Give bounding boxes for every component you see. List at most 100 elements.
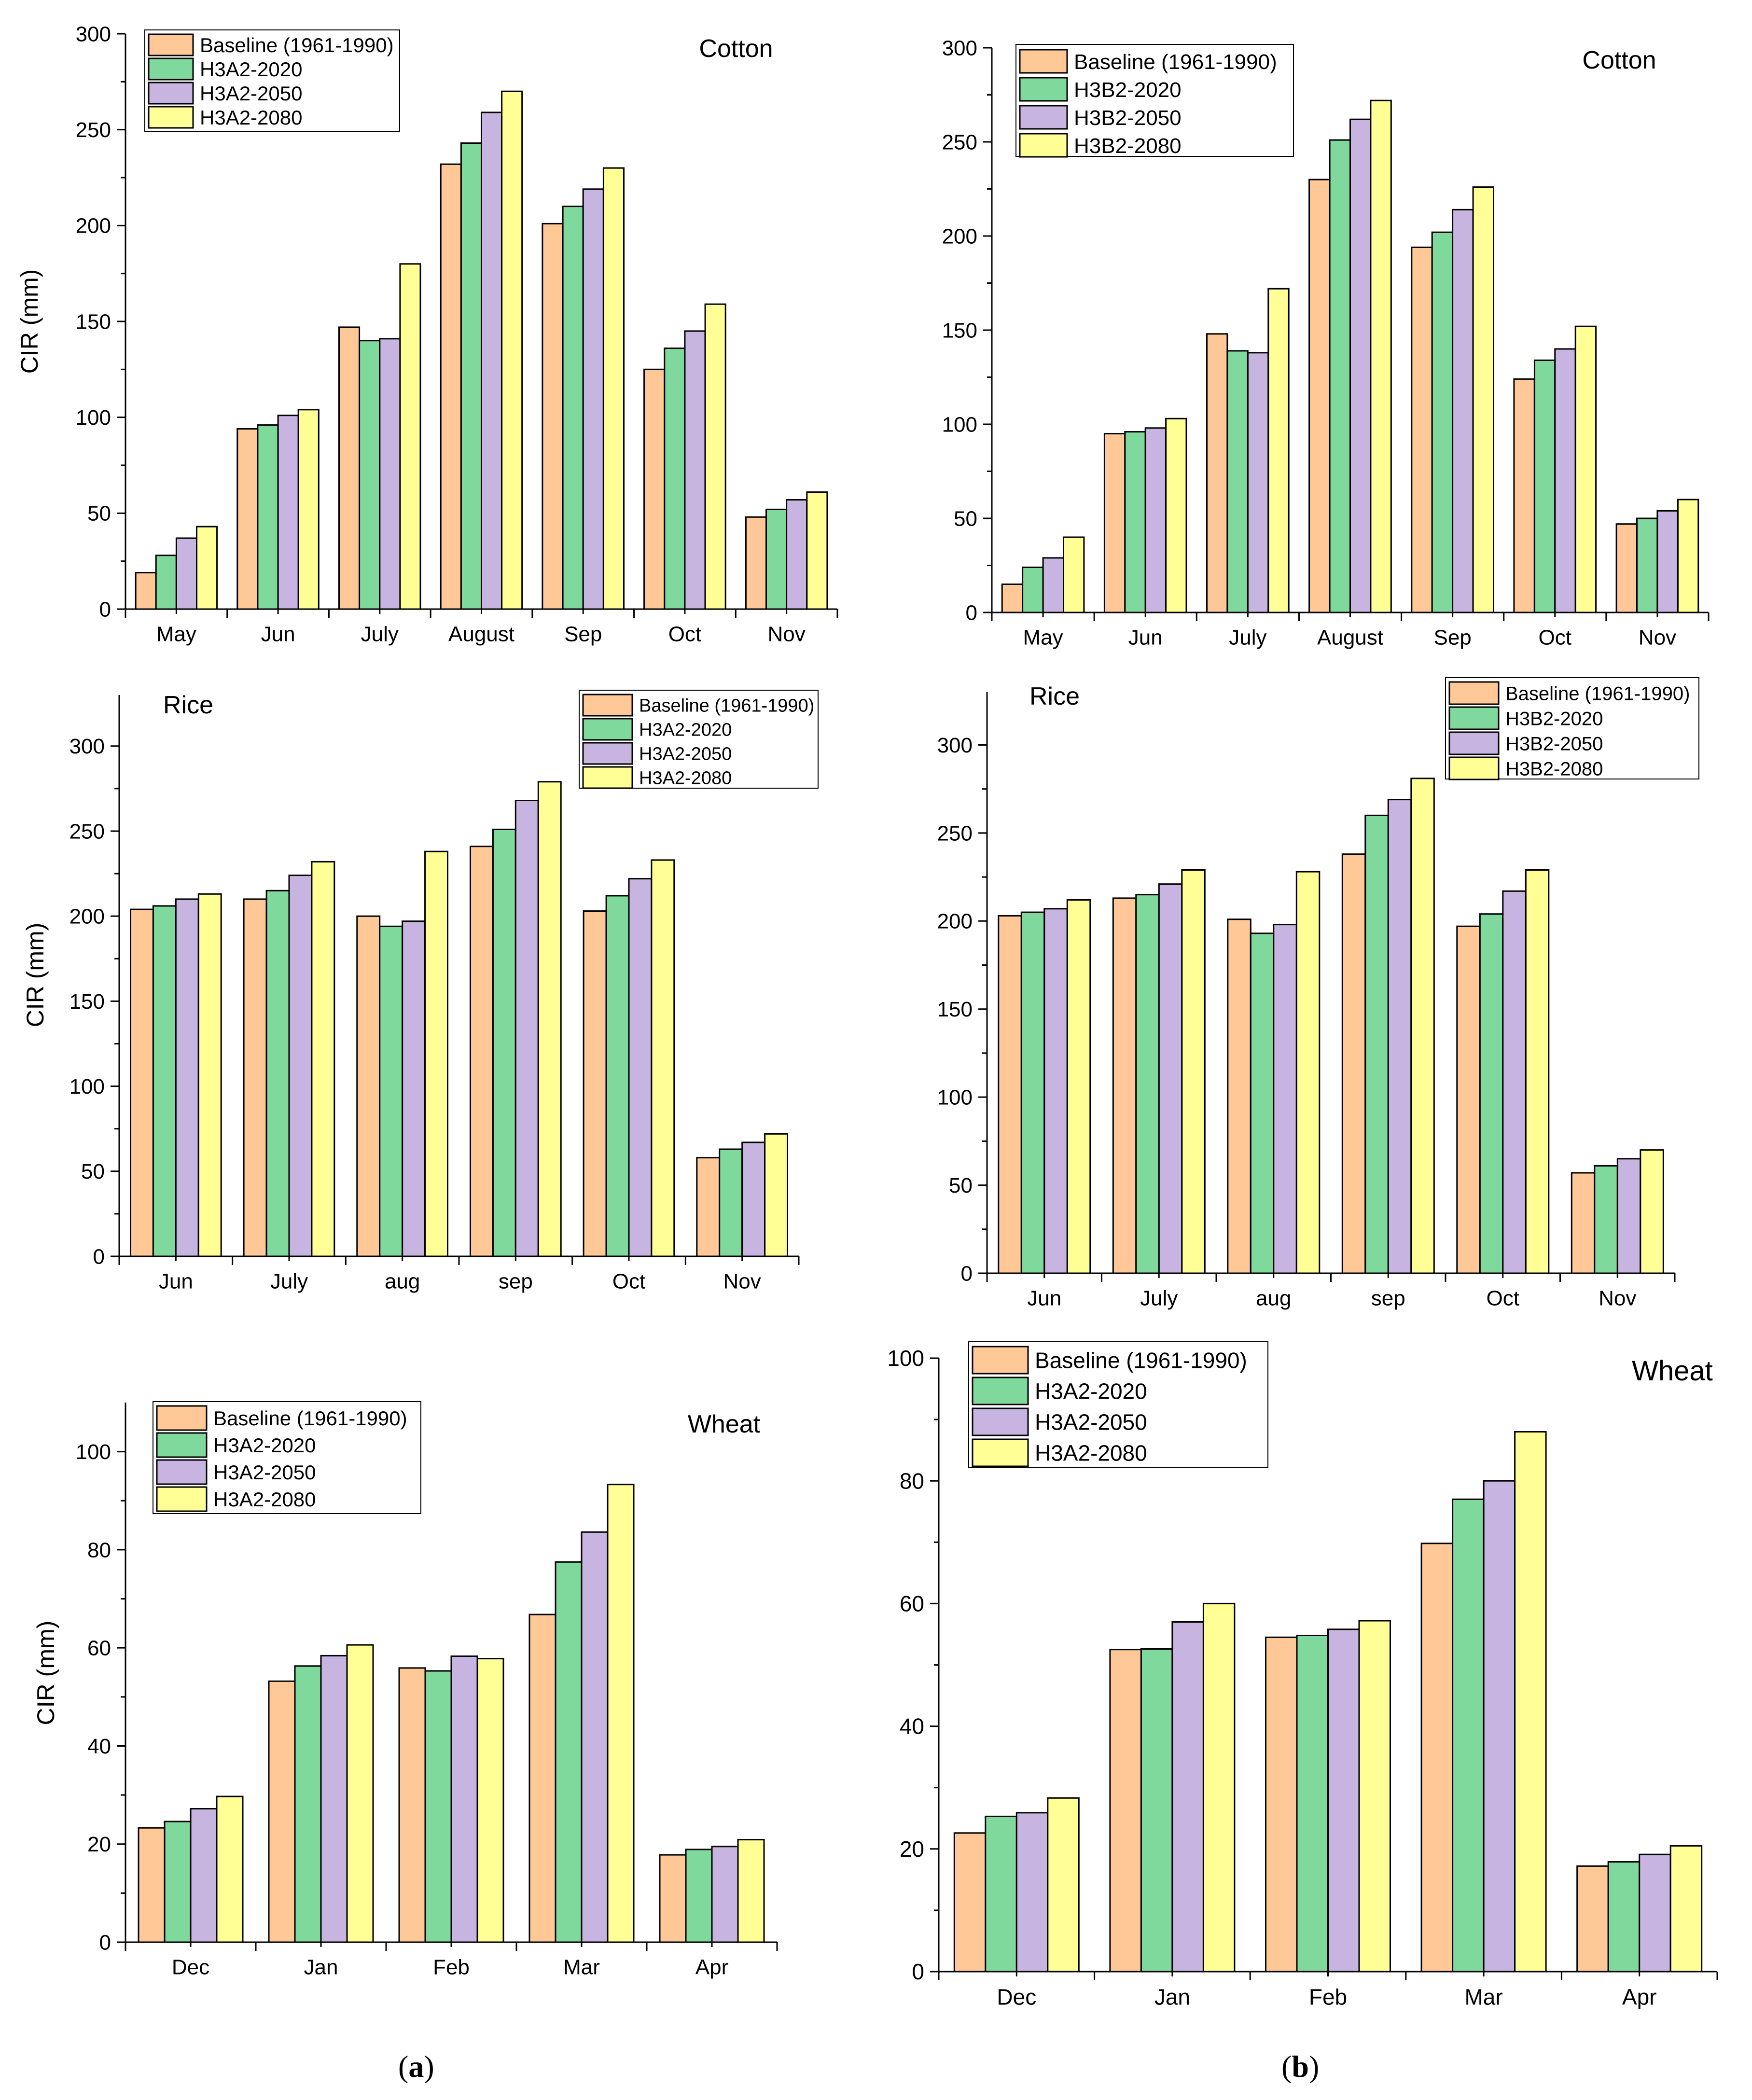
y-tick-label: 100 — [70, 1075, 105, 1099]
bar-nov-series-1 — [1615, 523, 1638, 613]
x-tick-label: Jun — [1027, 1286, 1061, 1310]
bar-oct-series-4 — [704, 303, 726, 610]
x-tick-label: Mar — [1464, 1985, 1502, 2010]
x-tick-label: Nov — [1639, 626, 1676, 649]
y-tick-label: 100 — [76, 1440, 111, 1464]
bar-may-series-4 — [196, 526, 218, 610]
bar-jan-series-4 — [1202, 1602, 1236, 1973]
legend-label: Baseline (1961-1990) — [213, 1407, 407, 1430]
x-tick-label: July — [361, 622, 399, 646]
bar-july-series-4 — [1267, 288, 1290, 613]
bar-august-series-4 — [1370, 99, 1392, 613]
bar-sep-series-2 — [492, 828, 516, 1257]
x-tick-label: Mar — [563, 1955, 600, 1979]
bar-sep-series-2 — [562, 206, 584, 610]
bar-nov-series-2 — [719, 1148, 743, 1257]
bar-july-series-3 — [379, 338, 401, 610]
legend-swatch — [156, 1405, 208, 1431]
bar-may-series-1 — [1001, 584, 1024, 613]
bar-mar-series-3 — [1483, 1480, 1516, 1973]
panel-label-b: (b) — [1281, 2049, 1320, 2084]
legend-swatch — [1448, 706, 1500, 730]
legend-swatch — [148, 57, 194, 81]
y-tick-label: 20 — [900, 1836, 924, 1862]
bar-aug-series-1 — [356, 915, 381, 1257]
x-tick-label: Sep — [564, 622, 602, 646]
x-tick-label: aug — [1256, 1286, 1291, 1310]
bar-dec-series-3 — [190, 1808, 218, 1943]
bar-feb-series-3 — [450, 1655, 478, 1943]
legend-swatch — [148, 82, 194, 105]
y-tick-label: 300 — [942, 36, 977, 60]
bar-aug-series-2 — [1250, 932, 1275, 1274]
bar-nov-series-3 — [741, 1141, 766, 1257]
y-tick-label: 20 — [87, 1833, 111, 1856]
legend-swatch — [972, 1407, 1029, 1436]
bar-apr-series-4 — [737, 1839, 765, 1943]
bar-jun-series-3 — [1144, 427, 1167, 613]
bar-nov-series-1 — [696, 1157, 721, 1257]
bar-july-series-1 — [1206, 333, 1228, 613]
bar-apr-series-1 — [659, 1854, 687, 1943]
bar-august-series-2 — [1329, 139, 1351, 613]
bar-oct-series-4 — [651, 859, 675, 1257]
bar-nov-series-4 — [764, 1133, 788, 1257]
y-tick-label: 50 — [87, 502, 111, 526]
bar-jun-series-1 — [236, 428, 259, 610]
legend-label: H3A2-2080 — [1035, 1441, 1147, 1466]
y-tick-label: 300 — [70, 735, 105, 758]
x-tick-label: Sep — [1433, 626, 1471, 649]
y-tick-label: 60 — [900, 1591, 924, 1616]
bar-oct-series-2 — [1479, 913, 1504, 1274]
y-tick-label: 100 — [887, 1346, 924, 1371]
bar-feb-series-1 — [1265, 1636, 1298, 1973]
legend-swatch — [1019, 77, 1068, 102]
legend: Baseline (1961-1990) H3B2-2020 H3B2-2050 H3… — [1015, 44, 1294, 158]
x-tick-label: Jun — [1128, 626, 1163, 649]
bar-sep-series-4 — [537, 781, 562, 1257]
bar-jun-series-3 — [277, 415, 299, 610]
legend-label: H3B2-2080 — [1505, 758, 1603, 779]
bar-july-series-1 — [338, 326, 361, 610]
legend-label: H3B2-2080 — [1074, 134, 1182, 158]
bar-oct-series-1 — [583, 910, 607, 1257]
panel-label-a: (a) — [398, 2049, 434, 2084]
x-tick-label: Feb — [433, 1955, 470, 1979]
bar-aug-series-4 — [424, 850, 448, 1257]
bar-sep-series-2 — [1431, 231, 1454, 613]
bar-apr-series-3 — [711, 1846, 739, 1943]
chart-title: Rice — [1029, 682, 1080, 710]
bar-nov-series-2 — [765, 508, 788, 610]
bar-jan-series-1 — [1109, 1649, 1142, 1973]
bar-jun-series-2 — [1124, 431, 1146, 613]
y-tick-label: 40 — [87, 1735, 111, 1758]
bar-nov-series-4 — [1640, 1149, 1664, 1274]
legend-label: Baseline (1961-1990) — [1074, 50, 1277, 74]
bar-mar-series-4 — [1514, 1431, 1547, 1973]
y-tick-label: 0 — [99, 598, 111, 621]
chart-b-rice: 0 50 100 150 200 250 300 Jun July aug sep Oct Nov Ric… — [937, 677, 1699, 1310]
legend-label: H3A2-2020 — [1035, 1379, 1147, 1404]
x-tick-label: Jun — [159, 1269, 193, 1293]
x-tick-label: July — [270, 1269, 308, 1293]
bar-oct-series-4 — [1574, 325, 1597, 613]
bar-july-series-4 — [311, 861, 335, 1257]
legend-swatch — [148, 33, 194, 56]
y-tick-label: 0 — [966, 601, 977, 625]
legend-label: H3B2-2020 — [1074, 78, 1182, 102]
bar-august-series-1 — [1308, 179, 1331, 613]
bar-nov-series-2 — [1636, 517, 1658, 613]
bar-july-series-3 — [288, 875, 313, 1257]
bar-dec-series-1 — [138, 1827, 166, 1943]
chart-a-cotton: 0 50 100 150 200 250 300 May Jun July August Sep Oct… — [16, 22, 838, 646]
bar-jun-series-1 — [130, 908, 154, 1257]
legend-label: Baseline (1961-1990) — [1035, 1348, 1247, 1373]
x-tick-label: Nov — [1599, 1286, 1636, 1310]
bar-july-series-3 — [1158, 883, 1183, 1274]
y-tick-label: 250 — [76, 118, 111, 142]
bar-jun-series-3 — [1043, 908, 1068, 1274]
legend-swatch — [1448, 756, 1500, 780]
bar-apr-series-2 — [685, 1849, 713, 1943]
bar-august-series-3 — [481, 111, 503, 610]
